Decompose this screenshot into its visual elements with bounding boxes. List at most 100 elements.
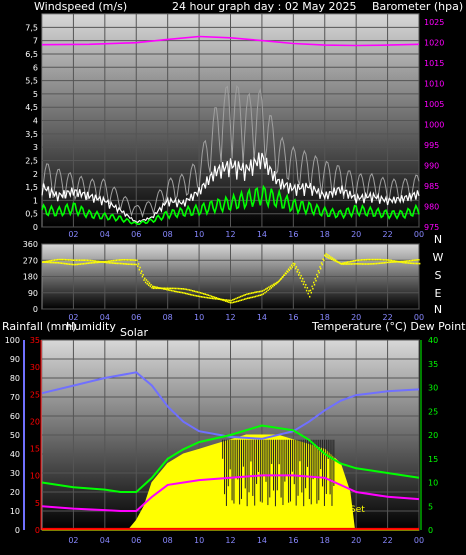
direction-point: [288, 269, 290, 272]
direction-point: [62, 262, 64, 265]
direction-point: [375, 262, 378, 265]
temp-y-tick-8: 40: [428, 336, 438, 345]
wind-x-tick-4: 10: [194, 230, 204, 239]
direction-point: [199, 295, 201, 298]
direction-point: [264, 291, 266, 294]
dir-x-tick-5: 12: [225, 313, 235, 322]
direction-point: [346, 261, 349, 263]
direction-point: [412, 262, 415, 265]
direction-point: [188, 289, 191, 291]
direction-point: [135, 263, 137, 266]
direction-point: [68, 263, 71, 265]
direction-point: [386, 259, 388, 261]
wind-y-tick-14: 7: [33, 37, 38, 46]
direction-point: [206, 293, 208, 296]
wind-x-tick-11: 00: [414, 230, 424, 239]
direction-point: [370, 258, 372, 261]
solar-title: Solar: [120, 326, 149, 339]
temp-y-tick-7: 35: [428, 360, 438, 369]
direction-point: [246, 293, 248, 295]
direction-point: [393, 260, 396, 262]
direction-point: [197, 295, 199, 297]
gust-series: [41, 85, 420, 219]
direction-point: [71, 259, 73, 261]
direction-point: [387, 259, 389, 261]
direction-point: [108, 262, 111, 264]
direction-point: [212, 296, 214, 298]
direction-point: [408, 260, 411, 262]
direction-point: [179, 287, 181, 290]
direction-point: [391, 261, 393, 263]
direction-point: [80, 259, 82, 261]
humidity-y-tick-0: 0: [15, 526, 20, 535]
direction-point: [199, 292, 202, 294]
direction-point: [298, 274, 300, 276]
direction-point: [234, 301, 236, 303]
direction-point: [92, 262, 94, 264]
direction-point: [147, 280, 149, 283]
direction-point: [253, 296, 255, 298]
direction-point: [67, 259, 70, 261]
direction-point: [342, 262, 344, 265]
direction-point: [139, 266, 141, 269]
direction-point: [283, 274, 285, 276]
direction-point: [43, 261, 45, 263]
direction-point: [86, 259, 89, 262]
climate-x-tick-4: 10: [194, 536, 204, 545]
direction-point: [297, 269, 299, 271]
direction-point: [389, 261, 392, 263]
direction-point: [396, 261, 398, 263]
direction-point: [132, 263, 134, 266]
direction-point: [120, 259, 122, 261]
direction-point: [257, 291, 259, 293]
windspeed-title: Windspeed (m/s): [34, 0, 127, 13]
direction-point: [407, 260, 409, 262]
direction-point: [250, 292, 253, 294]
direction-point: [315, 279, 317, 282]
direction-point: [335, 260, 338, 263]
direction-point: [366, 263, 368, 265]
direction-point: [371, 263, 373, 265]
direction-point: [137, 265, 139, 267]
direction-point: [245, 297, 247, 300]
direction-point: [300, 274, 302, 277]
direction-point: [261, 290, 264, 292]
direction-point: [100, 261, 103, 263]
direction-point: [214, 298, 217, 300]
direction-point: [116, 262, 118, 265]
direction-point: [86, 262, 88, 265]
direction-point: [225, 300, 227, 302]
direction-point: [140, 272, 142, 274]
direction-point: [240, 299, 243, 301]
chart-date-title: 24 hour graph day : 02 May 2025: [172, 0, 357, 13]
direction-point: [170, 287, 172, 290]
direction-point: [312, 287, 314, 290]
direction-point: [78, 259, 81, 261]
direction-point: [357, 263, 359, 265]
direction-point: [115, 262, 117, 265]
direction-point: [236, 300, 238, 303]
direction-point: [362, 259, 364, 261]
direction-point: [307, 292, 309, 295]
direction-point: [195, 290, 197, 293]
direction-point: [166, 287, 169, 290]
wind-x-tick-9: 20: [351, 230, 361, 239]
direction-point: [133, 259, 135, 261]
direction-point: [183, 292, 185, 294]
direction-point: [331, 258, 333, 261]
direction-point: [256, 295, 258, 297]
dir-x-tick-6: 14: [257, 313, 267, 322]
temp-y-tick-1: 5: [428, 502, 433, 511]
direction-point: [360, 259, 363, 261]
direction-point: [96, 260, 98, 263]
direction-point: [177, 287, 180, 290]
direction-point: [146, 283, 148, 285]
direction-point: [85, 259, 87, 261]
direction-point: [272, 283, 275, 286]
direction-point: [259, 294, 261, 296]
direction-point: [316, 275, 319, 278]
direction-point: [283, 274, 286, 276]
direction-point: [129, 263, 131, 265]
direction-point: [342, 263, 345, 265]
dir-x-tick-4: 10: [194, 313, 204, 322]
